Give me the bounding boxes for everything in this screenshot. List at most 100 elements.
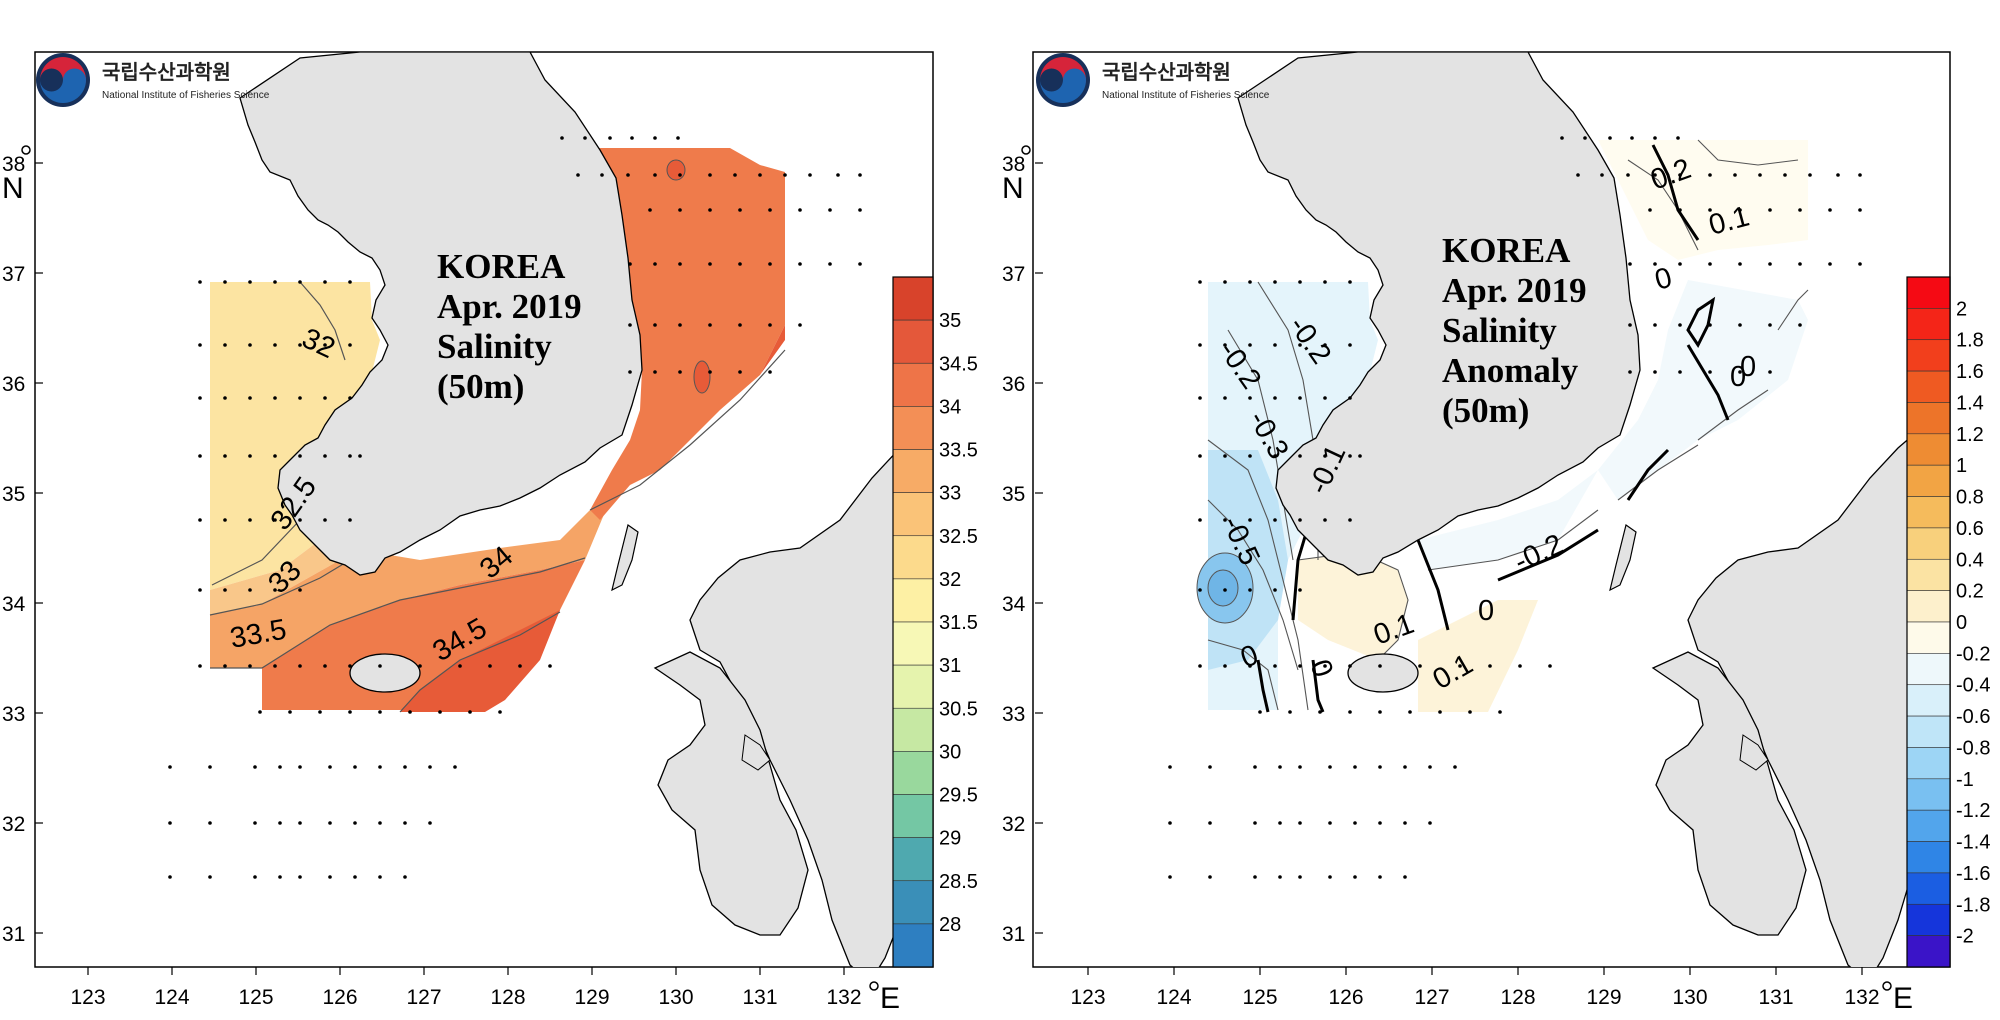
- station-dot: [1453, 765, 1457, 769]
- station-dot: [298, 765, 302, 769]
- station-dot: [798, 323, 802, 327]
- salinity-colorbar: 35 34.5 34 33.5 33 32.5 32 31.5 31 30.5 30 29.5 29 28…: [892, 276, 978, 968]
- station-dot: [458, 664, 462, 668]
- salinity-map-svg: 32 32.5 33 33.5 34 34.5 KOREA Apr. 2019 …: [2, 51, 978, 1015]
- colorbar-swatch: [1906, 778, 1951, 811]
- anomaly-colorbar: 2 1.8 1.6 1.4 1.2 1 0.8 0.6 0.4 0.2 0 -0.2 -0.4 -0.6 -…: [1906, 276, 1990, 968]
- station-dot: [1168, 765, 1172, 769]
- longitude-ticks: 123 124 125 126 127 128 129 130 131 132 E: [70, 967, 900, 1015]
- colorbar-label: 1.2: [1956, 424, 1984, 446]
- station-dot: [678, 262, 682, 266]
- colorbar-label: 0.2: [1956, 581, 1984, 603]
- colorbar-swatch: [892, 362, 934, 407]
- station-dot: [1328, 765, 1332, 769]
- colorbar-swatch: [1906, 935, 1951, 968]
- colorbar-label: 28.5: [939, 871, 978, 893]
- colorbar-swatch: [1906, 903, 1951, 936]
- station-dot: [1168, 821, 1172, 825]
- colorbar-label: 34.5: [939, 353, 978, 375]
- station-dot: [1653, 262, 1657, 266]
- station-dot: [738, 208, 742, 212]
- station-dot: [1253, 821, 1257, 825]
- station-dot: [428, 821, 432, 825]
- station-dot: [1253, 765, 1257, 769]
- station-dot: [1738, 208, 1742, 212]
- station-dot: [358, 454, 362, 458]
- station-dot: [1223, 343, 1227, 347]
- lon-tick-label: 127: [406, 986, 441, 1009]
- station-dot: [1298, 518, 1302, 522]
- station-dot: [298, 454, 302, 458]
- colorbar-swatch: [892, 492, 934, 537]
- station-dot: [198, 518, 202, 522]
- colorbar-label: 30: [939, 741, 961, 763]
- station-dot: [1600, 173, 1604, 177]
- station-dot: [600, 173, 604, 177]
- station-dot: [653, 262, 657, 266]
- station-dot: [1298, 875, 1302, 879]
- station-dot: [836, 173, 840, 177]
- station-dot: [1248, 518, 1252, 522]
- station-dot: [298, 280, 302, 284]
- nifs-logo: 국립수산과학원 National Institute of Fisheries …: [36, 53, 270, 107]
- colorbar-swatch: [892, 664, 934, 709]
- station-dot: [1678, 370, 1682, 374]
- station-dot: [348, 454, 352, 458]
- colorbar-label: 29: [939, 828, 961, 850]
- station-dot: [576, 173, 580, 177]
- colorbar-swatch: [1906, 402, 1951, 435]
- colorbar-swatch: [892, 535, 934, 580]
- station-dot: [1403, 765, 1407, 769]
- station-dot: [1353, 765, 1357, 769]
- station-dot: [348, 280, 352, 284]
- station-dot: [1708, 370, 1712, 374]
- station-dot: [1768, 208, 1772, 212]
- contour-label: 0: [1478, 595, 1494, 627]
- colorbar-label: -0.2: [1956, 643, 1990, 665]
- colorbar-swatch: [1906, 841, 1951, 874]
- station-dot: [653, 136, 657, 140]
- lon-tick-label: 128: [1500, 986, 1535, 1009]
- station-dot: [1248, 396, 1252, 400]
- colorbar-swatch: [1906, 527, 1951, 560]
- nifs-logo: 국립수산과학원 National Institute of Fisheries …: [1036, 53, 1270, 107]
- station-dot: [1378, 875, 1382, 879]
- colorbar-swatch: [892, 578, 934, 623]
- station-dot: [1378, 821, 1382, 825]
- station-dot: [1626, 173, 1630, 177]
- station-dot: [453, 765, 457, 769]
- colorbar-label: 0: [1956, 612, 1967, 634]
- title-line: Salinity: [1442, 311, 1557, 350]
- station-dot: [768, 370, 772, 374]
- colorbar-label: 1: [1956, 455, 1967, 477]
- station-dot: [828, 208, 832, 212]
- colorbar-swatch: [892, 923, 934, 968]
- latitude-ticks: 31 32 33 34 35 36 37 38 N: [2, 145, 43, 946]
- station-dot: [428, 765, 432, 769]
- logo-korean-text: 국립수산과학원: [102, 60, 231, 84]
- station-dot: [783, 173, 787, 177]
- station-dot: [738, 323, 742, 327]
- colorbar-swatch: [1906, 684, 1951, 717]
- colorbar-swatch: [1906, 747, 1951, 780]
- station-dot: [678, 173, 682, 177]
- colorbar-swatch: [892, 794, 934, 838]
- station-dot: [1678, 262, 1682, 266]
- station-dot: [1223, 454, 1227, 458]
- station-dot: [1768, 323, 1772, 327]
- station-dot: [1323, 454, 1327, 458]
- station-dot: [1488, 664, 1492, 668]
- station-dot: [348, 710, 352, 714]
- station-dot: [298, 875, 302, 879]
- station-dot: [1408, 710, 1412, 714]
- colorbar-label: 0.4: [1956, 549, 1984, 571]
- station-dot: [1518, 664, 1522, 668]
- station-dot: [468, 710, 472, 714]
- lon-unit-label: E: [880, 982, 900, 1015]
- colorbar-swatch: [1906, 872, 1951, 905]
- title-line: (50m): [437, 367, 524, 406]
- station-dot: [1273, 454, 1277, 458]
- station-dot: [198, 454, 202, 458]
- station-dot: [1208, 821, 1212, 825]
- station-dot: [1348, 710, 1352, 714]
